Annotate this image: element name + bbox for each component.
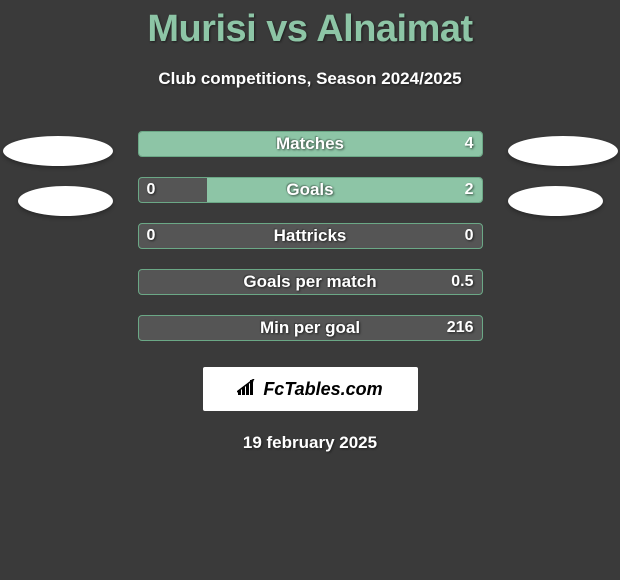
stat-bar-hattricks: 0 Hattricks 0 <box>138 223 483 249</box>
stat-label: Min per goal <box>260 318 360 338</box>
bars-icon <box>237 379 257 400</box>
stat-label: Hattricks <box>274 226 347 246</box>
stat-value-right: 0.5 <box>451 273 473 291</box>
player-right-ellipse-top <box>508 136 618 166</box>
stat-label: Goals per match <box>243 272 376 292</box>
stat-value-left: 0 <box>147 181 156 199</box>
stat-label: Matches <box>276 134 344 154</box>
page-subtitle: Club competitions, Season 2024/2025 <box>0 69 620 89</box>
stat-bar-goals-per-match: Goals per match 0.5 <box>138 269 483 295</box>
stat-bar-min-per-goal: Min per goal 216 <box>138 315 483 341</box>
stat-bar-matches: Matches 4 <box>138 131 483 157</box>
stat-value-right: 2 <box>465 181 474 199</box>
stat-value-right: 216 <box>447 319 474 337</box>
stats-container: Matches 4 0 Goals 2 0 Hattricks 0 Goals … <box>138 131 483 341</box>
player-left-ellipse-top <box>3 136 113 166</box>
stat-label: Goals <box>286 180 333 200</box>
stat-bar-goals: 0 Goals 2 <box>138 177 483 203</box>
player-left-ellipse-bot <box>18 186 113 216</box>
fctables-logo: FcTables.com <box>203 367 418 411</box>
player-right-ellipse-bot <box>508 186 603 216</box>
date-text: 19 february 2025 <box>0 433 620 453</box>
page-title: Murisi vs Alnaimat <box>0 0 620 51</box>
stat-value-left: 0 <box>147 227 156 245</box>
stat-value-right: 0 <box>465 227 474 245</box>
stat-fill-right <box>207 178 481 202</box>
logo-text: FcTables.com <box>263 379 382 400</box>
stat-value-right: 4 <box>465 135 474 153</box>
